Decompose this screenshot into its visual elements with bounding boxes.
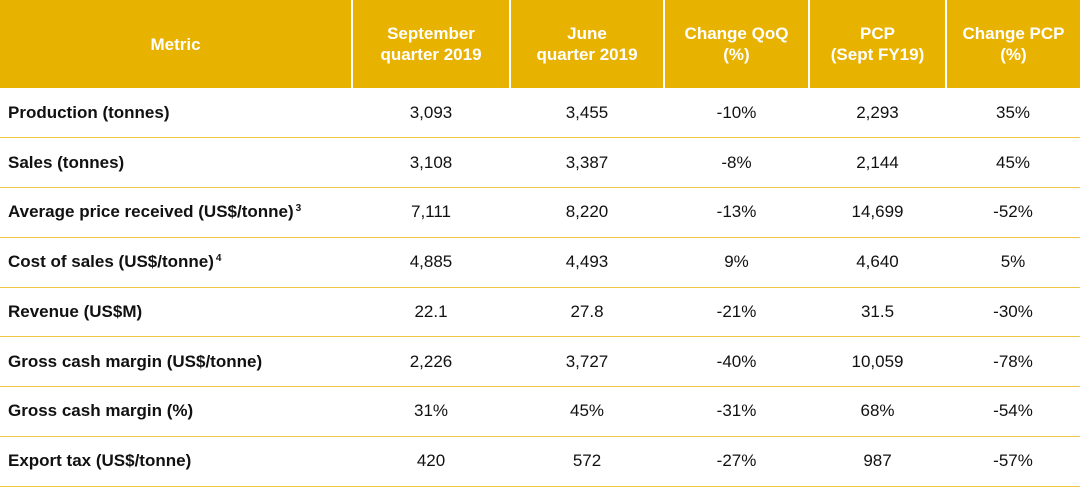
value-cell: -78% bbox=[946, 336, 1080, 387]
metric-cell: Gross cash margin (US$/tonne) bbox=[0, 336, 352, 387]
header-row: Metric September quarter 2019 June quart… bbox=[0, 0, 1080, 88]
table-row: Cost of sales (US$/tonne) 4 4,885 4,493 9… bbox=[0, 237, 1080, 288]
metric-label: Average price received (US$/tonne) bbox=[8, 202, 294, 222]
value-cell: 27.8 bbox=[510, 287, 664, 338]
metric-label: Cost of sales (US$/tonne) bbox=[8, 252, 214, 272]
value-cell: 572 bbox=[510, 436, 664, 487]
value-cell: -40% bbox=[664, 336, 809, 387]
header-metric-label: Metric bbox=[150, 34, 201, 54]
header-change-pcp: Change PCP (%) bbox=[946, 0, 1080, 88]
header-june-quarter: June quarter 2019 bbox=[510, 0, 665, 88]
table-body: Production (tonnes) 3,093 3,455 -10% 2,2… bbox=[0, 88, 1080, 487]
metric-cell: Revenue (US$M) bbox=[0, 287, 352, 338]
metric-cell: Gross cash margin (%) bbox=[0, 386, 352, 437]
header-label-line: quarter 2019 bbox=[380, 45, 482, 64]
header-label-line: September bbox=[387, 24, 475, 43]
value-cell: 420 bbox=[352, 436, 510, 487]
table-row: Revenue (US$M) 22.1 27.8 -21% 31.5 -30% bbox=[0, 287, 1080, 338]
value-cell: 3,455 bbox=[510, 88, 664, 139]
value-cell: 5% bbox=[946, 237, 1080, 288]
header-label-line: PCP bbox=[860, 24, 895, 43]
header-label-line: Change QoQ bbox=[684, 24, 789, 43]
value-cell: -57% bbox=[946, 436, 1080, 487]
value-cell: -31% bbox=[664, 386, 809, 437]
value-cell: 45% bbox=[946, 137, 1080, 188]
value-cell: 31.5 bbox=[809, 287, 946, 338]
value-cell: 35% bbox=[946, 88, 1080, 139]
metric-label: Sales (tonnes) bbox=[8, 152, 125, 172]
metric-label: Gross cash margin (%) bbox=[8, 401, 194, 421]
table-row: Gross cash margin (%) 31% 45% -31% 68% -… bbox=[0, 386, 1080, 437]
value-cell: 4,493 bbox=[510, 237, 664, 288]
value-cell: 4,885 bbox=[352, 237, 510, 288]
header-label-line: (%) bbox=[723, 45, 750, 64]
value-cell: 2,293 bbox=[809, 88, 946, 139]
value-cell: 987 bbox=[809, 436, 946, 487]
table-row: Gross cash margin (US$/tonne) 2,226 3,72… bbox=[0, 336, 1080, 387]
value-cell: 7,111 bbox=[352, 187, 510, 238]
metric-label: Gross cash margin (US$/tonne) bbox=[8, 351, 263, 371]
metric-cell: Cost of sales (US$/tonne) 4 bbox=[0, 237, 352, 288]
header-change-qoq: Change QoQ (%) bbox=[664, 0, 810, 88]
value-cell: -13% bbox=[664, 187, 809, 238]
value-cell: -52% bbox=[946, 187, 1080, 238]
value-cell: -54% bbox=[946, 386, 1080, 437]
value-cell: 31% bbox=[352, 386, 510, 437]
value-cell: 9% bbox=[664, 237, 809, 288]
metric-label: Production (tonnes) bbox=[8, 102, 170, 122]
value-cell: 22.1 bbox=[352, 287, 510, 338]
value-cell: 45% bbox=[510, 386, 664, 437]
table-row: Production (tonnes) 3,093 3,455 -10% 2,2… bbox=[0, 88, 1080, 139]
value-cell: 3,727 bbox=[510, 336, 664, 387]
header-label-line: quarter 2019 bbox=[536, 45, 638, 64]
value-cell: 3,093 bbox=[352, 88, 510, 139]
value-cell: 2,144 bbox=[809, 137, 946, 188]
metric-cell: Export tax (US$/tonne) bbox=[0, 436, 352, 487]
header-label-line: Change PCP bbox=[962, 24, 1065, 43]
header-label-line: June bbox=[567, 24, 607, 43]
footnote-marker: 3 bbox=[295, 203, 302, 215]
metric-cell: Average price received (US$/tonne) 3 bbox=[0, 187, 352, 238]
metric-label: Revenue (US$M) bbox=[8, 301, 143, 321]
header-label-line: (%) bbox=[1000, 45, 1027, 64]
header-label-line: (Sept FY19) bbox=[830, 45, 925, 64]
header-metric: Metric bbox=[0, 0, 353, 88]
table-header: Metric September quarter 2019 June quart… bbox=[0, 0, 1080, 88]
value-cell: 14,699 bbox=[809, 187, 946, 238]
value-cell: 10,059 bbox=[809, 336, 946, 387]
table-row: Sales (tonnes) 3,108 3,387 -8% 2,144 45% bbox=[0, 137, 1080, 188]
value-cell: -27% bbox=[664, 436, 809, 487]
value-cell: 4,640 bbox=[809, 237, 946, 288]
value-cell: 68% bbox=[809, 386, 946, 437]
value-cell: 2,226 bbox=[352, 336, 510, 387]
header-september-quarter: September quarter 2019 bbox=[352, 0, 511, 88]
value-cell: -30% bbox=[946, 287, 1080, 338]
metric-cell: Sales (tonnes) bbox=[0, 137, 352, 188]
metric-label: Export tax (US$/tonne) bbox=[8, 451, 192, 471]
value-cell: 3,108 bbox=[352, 137, 510, 188]
metric-cell: Production (tonnes) bbox=[0, 88, 352, 139]
value-cell: 8,220 bbox=[510, 187, 664, 238]
value-cell: -10% bbox=[664, 88, 809, 139]
footnote-marker: 4 bbox=[215, 253, 222, 265]
value-cell: 3,387 bbox=[510, 137, 664, 188]
value-cell: -21% bbox=[664, 287, 809, 338]
header-pcp: PCP (Sept FY19) bbox=[809, 0, 947, 88]
table-row: Average price received (US$/tonne) 3 7,11… bbox=[0, 187, 1080, 238]
table-row: Export tax (US$/tonne) 420 572 -27% 987 … bbox=[0, 436, 1080, 487]
value-cell: -8% bbox=[664, 137, 809, 188]
